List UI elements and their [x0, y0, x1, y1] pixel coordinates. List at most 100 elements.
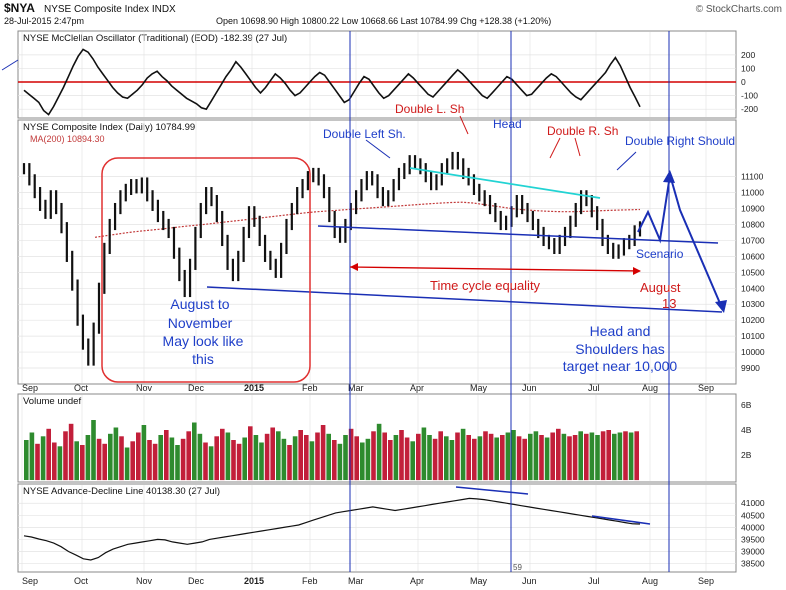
- oscillator-tick-label: 100: [741, 63, 755, 73]
- oscillator-title: NYSE McClellan Oscillator (Traditional) …: [23, 33, 287, 44]
- breadth-x-tick-label: Aug: [642, 576, 658, 586]
- price-x-tick-label: Feb: [302, 383, 318, 393]
- oscillator-plot: [18, 48, 736, 116]
- volume-bar: [376, 423, 382, 481]
- axes: 200 100 0 -100 -200 11100 11000 10900 10800 10700…: [22, 50, 765, 586]
- leader-double-r1: [549, 137, 561, 159]
- volume-bar: [432, 438, 438, 481]
- price-tick-label: 11100: [741, 172, 764, 182]
- volume-bar: [304, 435, 309, 480]
- time-cycle-arrow: [349, 266, 641, 272]
- volume-bar: [388, 440, 393, 480]
- volume-bar: [203, 442, 208, 480]
- volume-plot: [24, 420, 639, 481]
- volume-bar: [343, 435, 348, 480]
- breadth-x-tick-label: 2015: [244, 576, 264, 586]
- ma-label: MA(200) 10894.30: [30, 134, 105, 144]
- price-x-tick-label: May: [470, 383, 488, 393]
- scenario-path: [637, 174, 723, 309]
- volume-bar: [600, 431, 606, 481]
- oscillator-tick-label: -100: [741, 91, 758, 101]
- volume-bar: [164, 430, 169, 480]
- volume-bar: [192, 422, 197, 480]
- volume-bar: [360, 442, 365, 480]
- volume-bar: [612, 433, 617, 481]
- breadth-tick-label: 41000: [741, 498, 765, 508]
- volume-bar: [108, 433, 113, 481]
- price-x-tick-label: Jul: [588, 383, 600, 393]
- price-plot: [22, 151, 642, 366]
- oscillator-panel: [17, 30, 737, 119]
- price-x-tick-label: Sep: [698, 383, 714, 393]
- corner-trendline: [1, 59, 19, 71]
- volume-bar: [74, 441, 79, 481]
- annotation-time-cycle: Time cycle equality: [430, 278, 541, 293]
- volume-bar: [572, 435, 578, 480]
- annotation-double-l-sh: Double L. Sh: [395, 102, 464, 116]
- volume-bar: [264, 433, 270, 481]
- leader-double-l: [459, 115, 469, 135]
- price-x-tick-label: Jun: [522, 383, 537, 393]
- price-x-tick-label: Mar: [348, 383, 364, 393]
- volume-bar: [320, 425, 326, 480]
- volume-bar: [578, 431, 583, 481]
- annotation-13: 13: [662, 296, 676, 311]
- price-tick-label: 10000: [741, 347, 765, 357]
- breadth-tick-label: 40000: [741, 522, 765, 532]
- volume-bar: [460, 428, 466, 481]
- volume-bar: [533, 431, 539, 481]
- volume-bar: [124, 447, 130, 480]
- price-tick-label: 10800: [741, 219, 765, 229]
- breadth-trendline-top: [455, 486, 529, 495]
- volume-bar: [550, 432, 555, 480]
- breadth-title: NYSE Advance-Decline Line 40138.30 (27 J…: [23, 486, 220, 497]
- volume-bar: [477, 436, 483, 481]
- breadth-x-tick-label: Jun: [522, 576, 537, 586]
- volume-bar: [102, 443, 107, 481]
- volume-bar: [236, 443, 242, 481]
- volume-bar: [136, 432, 141, 480]
- volume-bar: [539, 435, 544, 480]
- volume-tick-label: 6B: [741, 400, 752, 410]
- volume-bar: [584, 433, 589, 481]
- volume-bar: [628, 432, 634, 480]
- volume-bar: [444, 436, 449, 481]
- time-cycle-arrowhead-right: [633, 267, 641, 275]
- price-tick-label: 10100: [741, 331, 765, 341]
- annotation-may-look-like: May look like: [163, 333, 244, 349]
- volume-bar: [208, 446, 214, 481]
- volume-bar: [354, 436, 359, 481]
- volume-bar: [180, 438, 186, 481]
- breadth-marker: 59: [513, 563, 522, 572]
- volume-bar: [634, 431, 639, 481]
- annotation-november: November: [168, 315, 233, 331]
- price-tick-label: 10900: [741, 204, 765, 214]
- price-x-tick-label: Apr: [410, 383, 424, 393]
- breadth-x-tick-label: Nov: [136, 576, 153, 586]
- breadth-x-tick-label: Apr: [410, 576, 424, 586]
- leader-double-right: [616, 151, 637, 171]
- annotation-head: Head: [493, 117, 522, 131]
- volume-bar: [214, 436, 219, 481]
- annotation-double-left-sh: Double Left Sh.: [323, 127, 406, 141]
- oscillator-series-line: [23, 48, 641, 116]
- volume-bar: [472, 438, 477, 481]
- support-trendline-upper: [317, 225, 719, 244]
- volume-bar: [169, 437, 175, 480]
- volume-bar: [483, 431, 488, 481]
- volume-bar: [606, 430, 611, 480]
- volume-bar: [556, 428, 561, 481]
- volume-bar: [80, 445, 85, 480]
- scenario-arrow-up: [663, 170, 675, 183]
- price-tick-label: 10500: [741, 267, 765, 277]
- volume-bar: [427, 435, 432, 480]
- volume-tick-label: 4B: [741, 425, 752, 435]
- volume-bar: [567, 436, 572, 481]
- oscillator-tick-label: 0: [741, 77, 746, 87]
- volume-bar: [438, 431, 443, 481]
- price-tick-label: 9900: [741, 363, 760, 373]
- volume-bar: [220, 428, 225, 481]
- volume-bar: [516, 436, 522, 481]
- volume-bar: [623, 431, 628, 481]
- volume-bar: [85, 435, 91, 480]
